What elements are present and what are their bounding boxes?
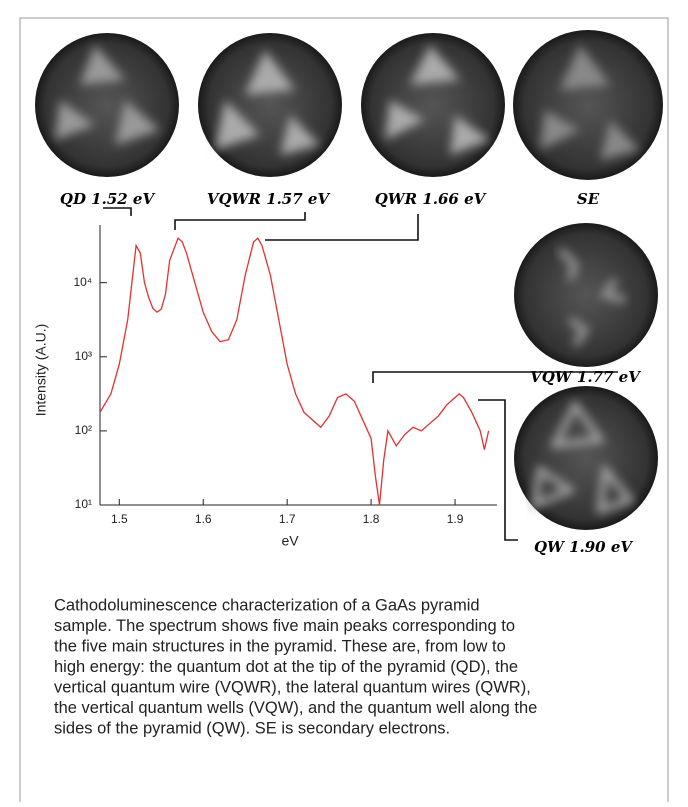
caption-line: the five main structures in the pyramid.… [54,637,506,655]
caption-line: the vertical quantum wells (VQW), and th… [54,699,537,717]
x-tick-label: 1.8 [363,512,380,526]
caption: Cathodoluminescence characterization of … [54,596,537,737]
cl-images [35,30,663,530]
image-label: QD 1.52 eV [60,190,156,208]
y-tick-label: 10² [75,423,92,437]
caption-line: vertical quantum wire (VQWR), the latera… [54,678,531,696]
spectrum-line [99,237,490,506]
image-label: SE [577,190,600,208]
caption-line: sample. The spectrum shows five main pea… [54,617,515,635]
x-tick-label: 1.6 [195,512,212,526]
x-tick-label: 1.5 [111,512,128,526]
caption-line: high energy: the quantum dot at the tip … [54,658,518,676]
image-qw [514,386,658,530]
x-tick-label: 1.7 [279,512,296,526]
x-tick-label: 1.9 [447,512,464,526]
y-tick-label: 10¹ [75,497,92,511]
image-vqwr [198,33,342,177]
image-qd [35,33,179,177]
frame [19,17,669,807]
y-axis-label: Intensity (A.U.) [33,324,49,417]
caption-line: Cathodoluminescence characterization of … [54,596,480,614]
image-label: VQW 1.77 eV [530,368,641,386]
image-qwr [361,33,505,177]
y-tick-label: 10³ [75,349,92,363]
brackets [103,207,618,541]
image-vqw [514,223,658,367]
image-se [513,30,663,180]
x-axis-label: eV [281,533,299,549]
caption-line: sides of the pyramid (QW). SE is seconda… [54,719,450,737]
image-label: VQWR 1.57 eV [207,190,331,208]
image-label: QW 1.90 eV [534,538,633,556]
image-label: QWR 1.66 eV [375,190,487,208]
y-tick-label: 10⁴ [73,275,92,289]
